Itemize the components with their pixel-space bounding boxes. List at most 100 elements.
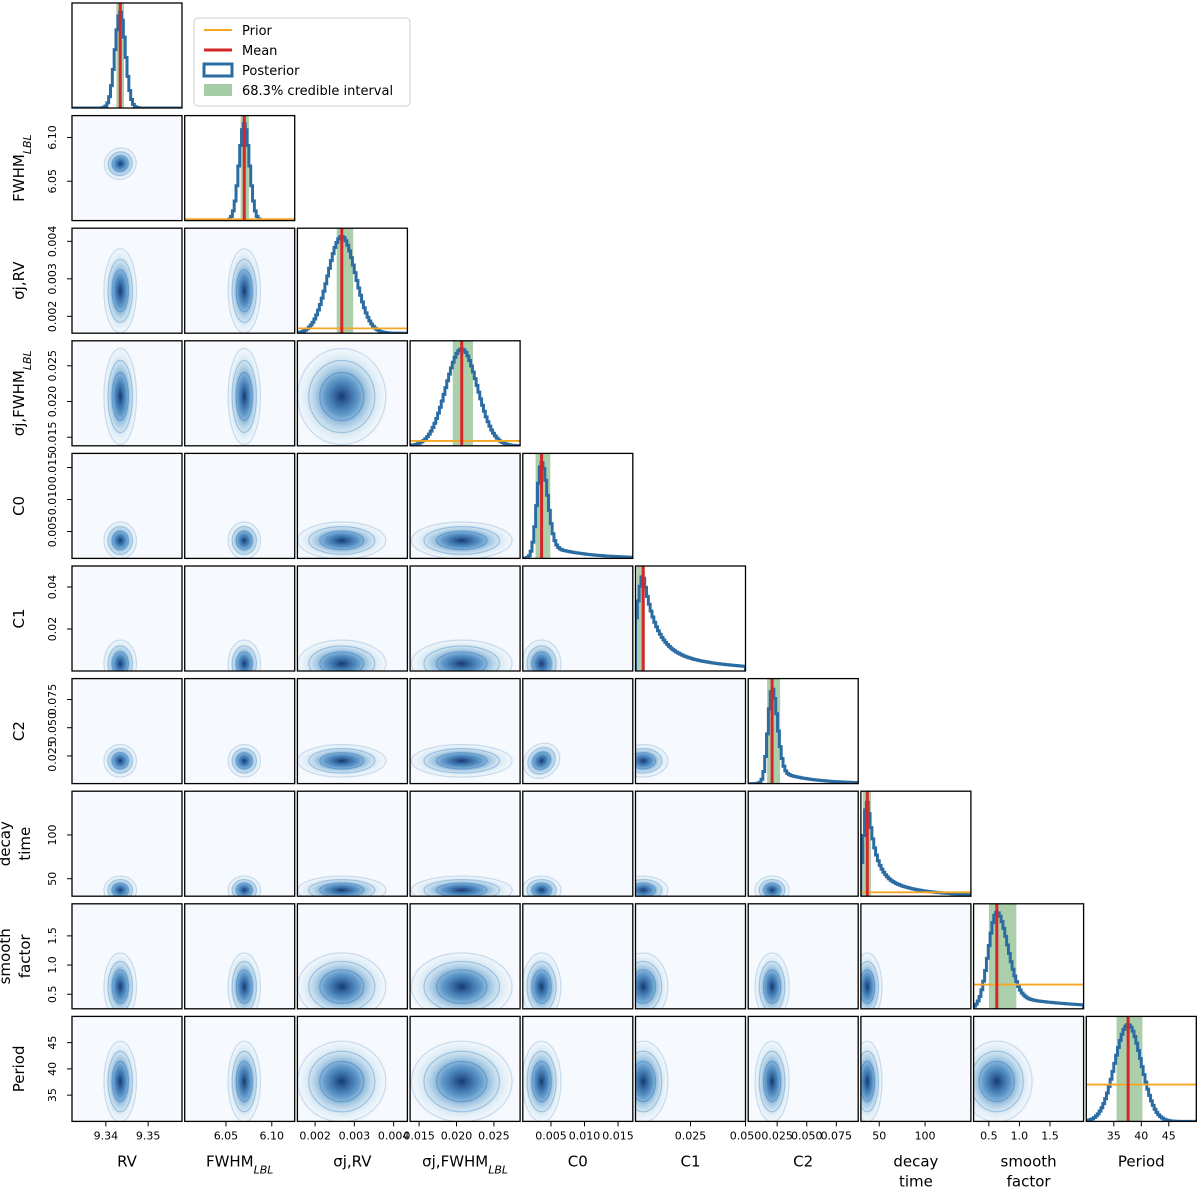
y-tick-label: 40 <box>46 1062 59 1076</box>
panel-frame <box>184 452 296 560</box>
density-panel-sjfwhm-decay <box>409 790 521 897</box>
density-contour <box>448 657 475 671</box>
density-core <box>297 343 391 446</box>
density-core <box>753 1037 791 1122</box>
density-contour <box>448 977 475 996</box>
density-contour <box>330 885 354 895</box>
density-contour <box>536 1070 548 1093</box>
panel-frame <box>296 227 409 334</box>
density-panel-rv-fwhm <box>71 114 183 222</box>
density-contour <box>973 1050 1024 1113</box>
density-contour <box>527 747 556 775</box>
density-contour <box>103 875 138 897</box>
density-contour <box>754 875 790 897</box>
density-contour <box>762 1060 782 1103</box>
density-contour <box>531 751 552 771</box>
density-contour <box>635 952 669 1009</box>
density-contour <box>103 952 138 1009</box>
density-contour <box>308 878 376 897</box>
density-core <box>297 1037 391 1122</box>
density-contour <box>635 969 657 1005</box>
density-contour <box>239 977 249 996</box>
x-axis-label: Period <box>1118 1152 1165 1170</box>
x-tick-label: 1.5 <box>1041 1129 1059 1142</box>
diagonal-panel-fwhm <box>184 114 296 222</box>
density-contour <box>522 875 562 897</box>
density-core <box>635 742 671 779</box>
density-core <box>973 1037 1036 1122</box>
legend-frame <box>193 17 411 107</box>
density-panel-sjrv-smooth <box>296 903 409 1010</box>
panel-frame <box>296 565 409 672</box>
x-tick-label: 0.025 <box>675 1129 707 1142</box>
legend-label: Prior <box>242 24 273 39</box>
panel-frame <box>522 903 634 1010</box>
density-contour <box>107 1050 134 1113</box>
density-contour <box>860 960 879 1009</box>
density-contour <box>330 756 354 766</box>
diagonal-panel-smooth <box>972 903 1085 1010</box>
density-contour <box>536 657 548 671</box>
density-panel-sjfwhm-c2 <box>409 677 521 785</box>
density-core <box>297 742 391 779</box>
x-axis-smooth: 0.5 1.0 1.5 smooth factor <box>980 1121 1059 1190</box>
density-contour <box>410 639 513 671</box>
density-contour <box>435 1060 488 1103</box>
density-contour <box>767 1070 777 1093</box>
diagonal-panel-period <box>1085 1015 1197 1123</box>
density-panel-fwhm-smooth <box>184 903 296 1010</box>
panel-frame <box>184 227 296 334</box>
density-contour <box>319 530 365 551</box>
diagonal-panel-rv <box>71 2 183 109</box>
density-contour <box>767 885 777 895</box>
density-contour <box>435 752 488 770</box>
density-contour <box>423 1050 501 1113</box>
x-tick-label: 9.34 <box>94 1129 119 1142</box>
density-panel-c2-decay <box>747 790 859 897</box>
density-contour <box>635 752 657 770</box>
density-contour <box>107 878 134 897</box>
density-contour <box>235 269 253 313</box>
y-axis-sjrv: 0.002 0.003 0.004 σj,RV <box>10 226 72 332</box>
density-contour <box>235 651 253 671</box>
y-tick-label: 0.003 <box>46 263 59 295</box>
density-contour <box>636 885 650 895</box>
x-tick-label: 0.005 <box>535 1129 567 1142</box>
y-tick-label: 0.075 <box>46 684 59 716</box>
density-panel-fwhm-decay <box>184 790 296 897</box>
diagonal-panel-c0 <box>522 452 634 560</box>
density-contour <box>423 960 501 1009</box>
density-panel-sjfwhm-period <box>409 1015 521 1123</box>
posterior-histogram-sjfwhm <box>410 347 521 446</box>
density-contour <box>111 651 129 671</box>
density-panel-rv-smooth <box>71 903 183 1010</box>
y-tick-label: 35 <box>46 1088 59 1102</box>
panel-frame <box>522 790 634 897</box>
density-panel-decay-smooth <box>860 903 972 1010</box>
x-axis-label: C1 <box>680 1152 700 1170</box>
density-panel-sjrv-c1 <box>296 565 409 672</box>
density-contour <box>863 1070 872 1093</box>
y-axis-label: Period <box>10 1046 28 1093</box>
y-tick-label: 0.015 <box>46 452 59 484</box>
y-tick-label: 6.05 <box>46 169 59 194</box>
density-contour <box>239 383 249 410</box>
density-contour <box>227 639 262 671</box>
density-panel-c1-c2 <box>634 677 747 785</box>
density-contour <box>103 147 137 181</box>
density-contour <box>107 526 134 555</box>
x-tick-label: 100 <box>915 1129 936 1142</box>
density-contour <box>635 1050 663 1113</box>
density-core <box>226 874 263 897</box>
credible-interval-c1 <box>636 566 645 671</box>
diagonal-panel-decay <box>860 790 972 897</box>
x-tick-label: 0.015 <box>602 1129 634 1142</box>
density-contour <box>103 521 138 559</box>
panel-frame <box>296 340 409 447</box>
density-contour <box>308 359 376 434</box>
y-tick-label: 0.025 <box>46 350 59 382</box>
y-axis-decay: 50 100 decay time <box>0 821 72 886</box>
density-contour <box>319 651 365 671</box>
legend-swatch-credible <box>204 84 232 96</box>
